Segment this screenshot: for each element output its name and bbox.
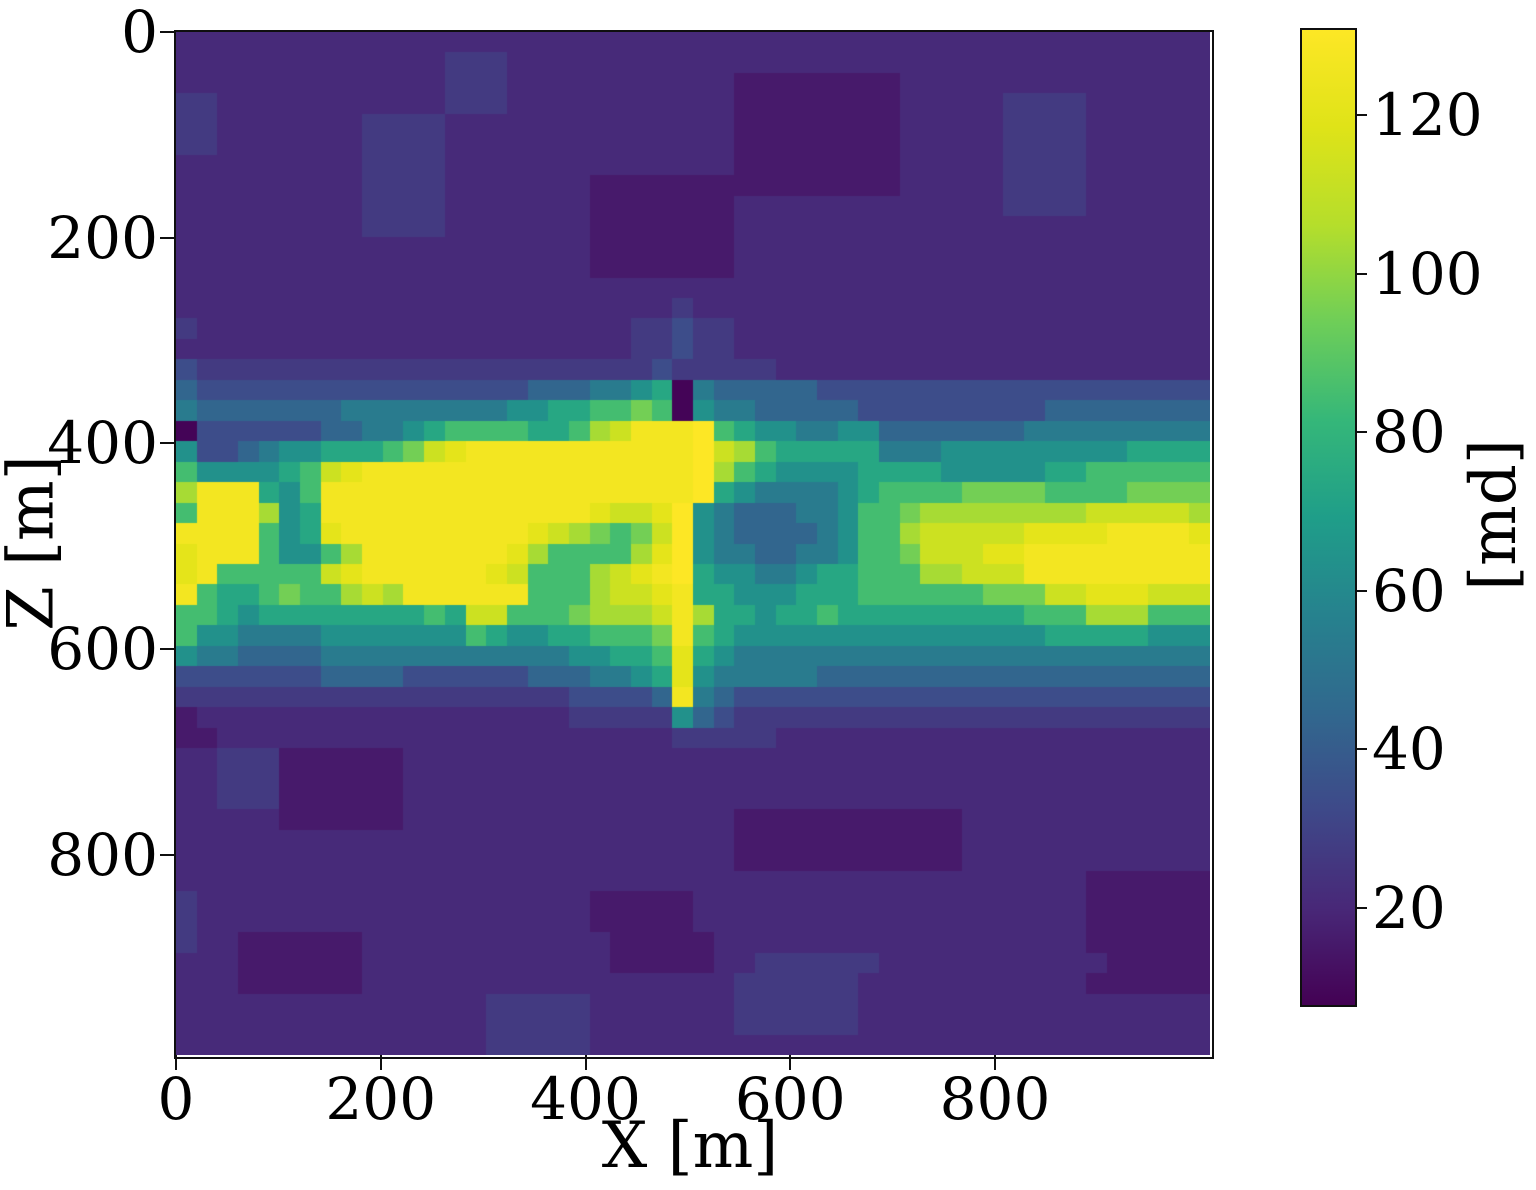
x-tick-mark	[789, 1055, 792, 1070]
x-tick-mark	[379, 1055, 382, 1070]
colorbar-tick-mark	[1355, 431, 1367, 434]
y-tick-mark	[160, 31, 176, 33]
colorbar-tick-mark	[1355, 272, 1367, 275]
y-tick-label: 600	[47, 614, 158, 683]
colorbar	[1300, 28, 1357, 1007]
colorbar-tick-label: 60	[1372, 556, 1446, 625]
colorbar-tick-mark	[1355, 589, 1367, 592]
colorbar-tick-label: 20	[1372, 873, 1446, 942]
x-axis-label: X [m]	[601, 1109, 779, 1183]
y-tick-label: 800	[47, 820, 158, 889]
colorbar-tick-mark	[1355, 748, 1367, 751]
colorbar-tick-label: 120	[1372, 81, 1483, 150]
y-tick-label: 200	[47, 203, 158, 272]
x-tick-label: 0	[157, 1065, 195, 1133]
x-tick-mark	[584, 1055, 587, 1070]
colorbar-tick-label: 80	[1372, 398, 1446, 467]
y-tick-mark	[160, 442, 176, 445]
colorbar-tick-label: 40	[1372, 715, 1446, 784]
y-tick-mark	[160, 853, 176, 856]
colorbar-tick-label: 100	[1372, 239, 1483, 308]
x-tick-label: 400	[530, 1065, 641, 1133]
colorbar-tick-mark	[1355, 114, 1367, 117]
y-tick-mark	[160, 236, 176, 239]
y-axis-label: Z [m]	[0, 455, 69, 631]
x-tick-mark	[994, 1055, 996, 1070]
y-tick-label: 400	[47, 409, 158, 478]
x-tick-label: 600	[734, 1065, 846, 1133]
x-tick-mark	[175, 1055, 177, 1070]
x-tick-label: 200	[325, 1065, 437, 1133]
colorbar-label: [md]	[1457, 439, 1531, 591]
y-tick-mark	[160, 647, 176, 650]
colorbar-tick-mark	[1355, 906, 1367, 909]
x-tick-label: 800	[939, 1065, 1051, 1133]
y-tick-label: 0	[121, 0, 158, 66]
heatmap-image	[176, 32, 1210, 1055]
